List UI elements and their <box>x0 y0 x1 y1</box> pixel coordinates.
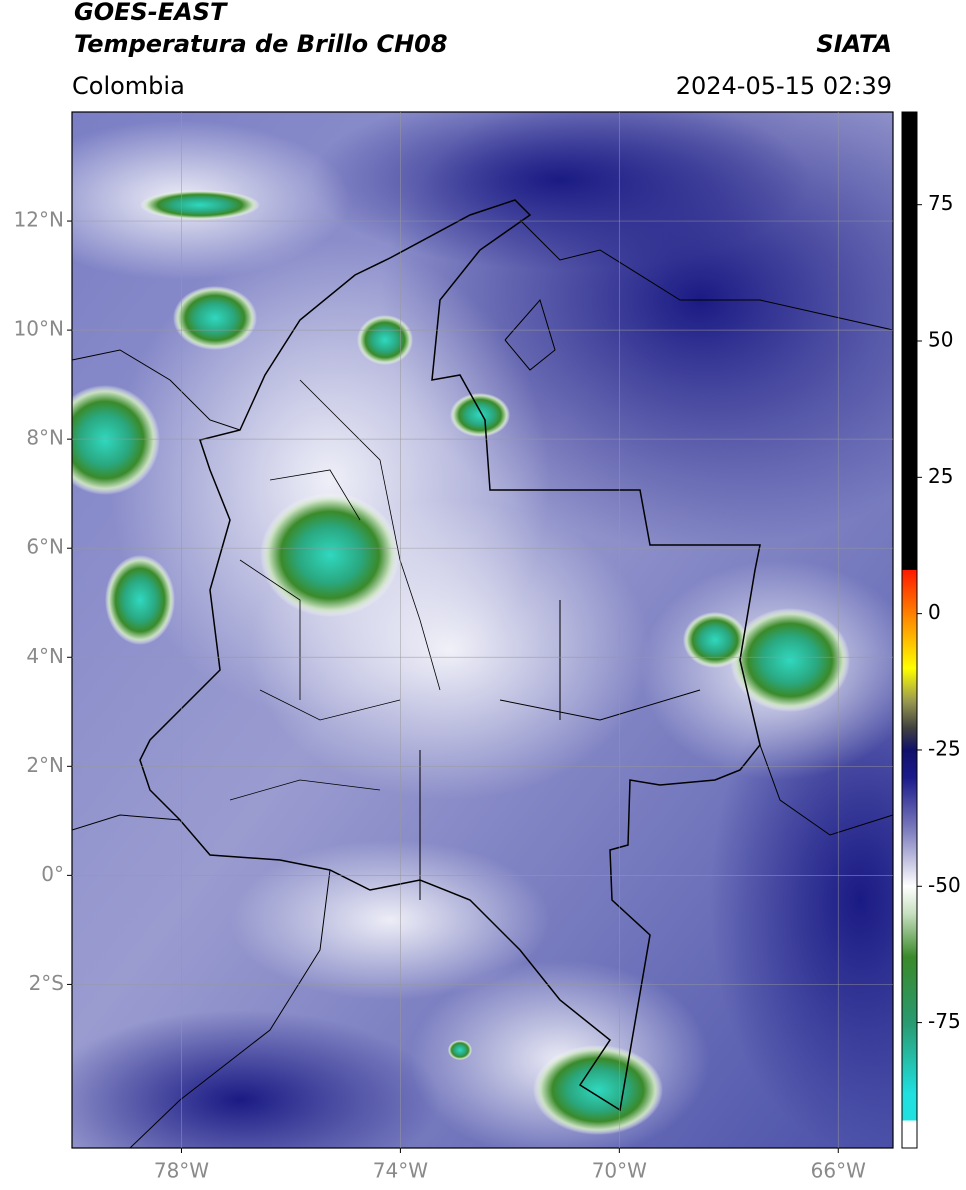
title: GOES-EAST <box>74 0 228 26</box>
y-tick-label: 4°N <box>26 644 64 668</box>
y-tick-label: 2°S <box>29 971 64 995</box>
colorbar-tick-label: 0 <box>928 600 941 624</box>
source: SIATA <box>816 30 892 58</box>
x-tick-label: 74°W <box>373 1159 428 1183</box>
y-tick-label: 12°N <box>14 208 64 232</box>
colorbar <box>901 111 918 1149</box>
colorbar-tick-label: -25 <box>928 736 961 760</box>
colorbar-tick-label: -75 <box>928 1009 961 1033</box>
datetime: 2024-05-15 02:39 <box>676 72 892 100</box>
subtitle: Temperatura de Brillo CH08 <box>74 30 448 58</box>
region: Colombia <box>72 72 185 100</box>
colorbar-tick-label: 25 <box>928 464 953 488</box>
x-tick-label: 66°W <box>811 1159 866 1183</box>
y-tick-label: 0° <box>41 862 64 886</box>
y-tick-label: 6°N <box>26 535 64 559</box>
map-image <box>72 112 893 1148</box>
colorbar-tick-label: -50 <box>928 873 961 897</box>
y-tick-label: 10°N <box>14 317 64 341</box>
colorbar-tick-label: 50 <box>928 328 953 352</box>
y-tick-label: 8°N <box>26 426 64 450</box>
x-tick-label: 78°W <box>154 1159 209 1183</box>
colorbar-tick-label: 75 <box>928 191 953 215</box>
y-tick-label: 2°N <box>26 753 64 777</box>
map-frame <box>71 111 894 1149</box>
x-tick-label: 70°W <box>592 1159 647 1183</box>
